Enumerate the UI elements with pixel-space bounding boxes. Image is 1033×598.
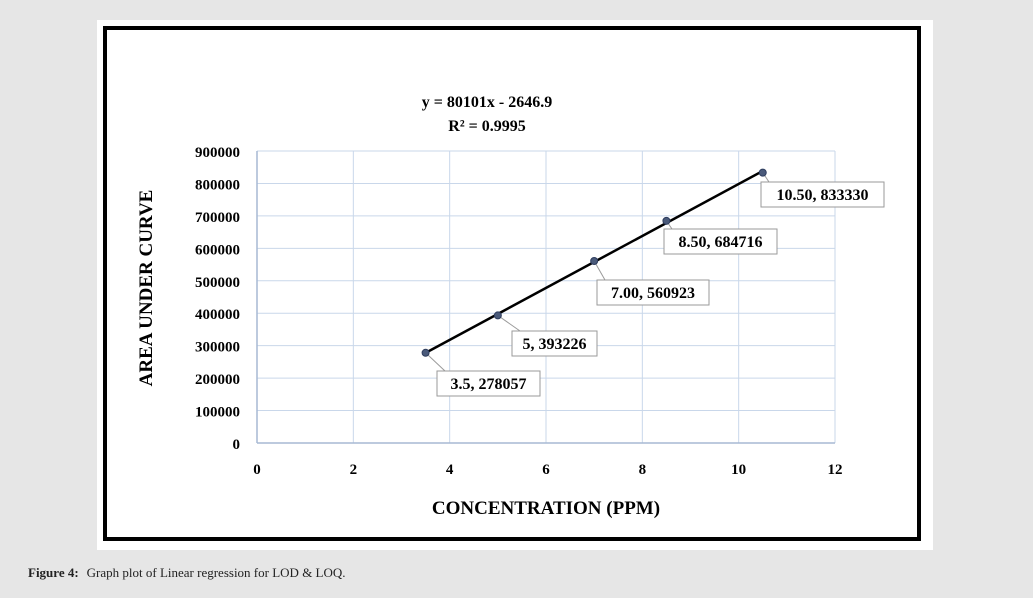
chart-border xyxy=(103,26,921,541)
data-point xyxy=(662,216,671,225)
y-tick-label: 700000 xyxy=(195,210,240,226)
y-tick-label: 500000 xyxy=(195,275,240,291)
y-tick-label: 100000 xyxy=(195,405,240,421)
data-label: 7.00, 560923 xyxy=(611,285,695,302)
figure-caption: Figure 4: Graph plot of Linear regression… xyxy=(28,565,346,581)
y-axis-label: AREA UNDER CURVE xyxy=(136,190,157,387)
data-point xyxy=(493,311,502,320)
data-label-box xyxy=(511,330,598,357)
data-label-box xyxy=(436,370,541,397)
data-label: 3.5, 278057 xyxy=(451,376,527,393)
x-tick-label: 6 xyxy=(542,462,550,478)
x-tick-label: 0 xyxy=(253,462,261,478)
y-tick-label: 200000 xyxy=(195,372,240,388)
x-tick-label: 10 xyxy=(731,462,746,478)
y-tick-label: 600000 xyxy=(195,242,240,258)
y-tick-label: 800000 xyxy=(195,177,240,193)
caption-label: Figure 4: xyxy=(28,565,79,580)
data-label: 5, 393226 xyxy=(523,336,587,353)
data-label-box xyxy=(663,228,778,255)
data-point xyxy=(590,257,599,266)
data-point xyxy=(421,348,430,357)
x-tick-label: 8 xyxy=(639,462,647,478)
x-axis-label: CONCENTRATION (PPM) xyxy=(432,498,660,519)
caption-text: Graph plot of Linear regression for LOD … xyxy=(86,565,346,580)
data-label: 8.50, 684716 xyxy=(679,234,763,251)
data-label-leader xyxy=(497,315,521,332)
y-tick-label: 0 xyxy=(233,437,241,453)
data-point xyxy=(758,168,767,177)
x-tick-label: 4 xyxy=(446,462,454,478)
x-tick-label: 2 xyxy=(350,462,358,478)
y-tick-label: 900000 xyxy=(195,145,240,161)
y-tick-label: 300000 xyxy=(195,340,240,356)
data-label-box xyxy=(760,181,885,208)
data-label-leader xyxy=(425,352,446,372)
regression-equation: y = 80101x - 2646.9 xyxy=(422,94,552,111)
r-squared: R² = 0.9995 xyxy=(448,118,525,135)
data-label-box xyxy=(596,279,710,306)
x-tick-label: 12 xyxy=(828,462,843,478)
y-tick-label: 400000 xyxy=(195,307,240,323)
data-label: 10.50, 833330 xyxy=(777,187,869,204)
